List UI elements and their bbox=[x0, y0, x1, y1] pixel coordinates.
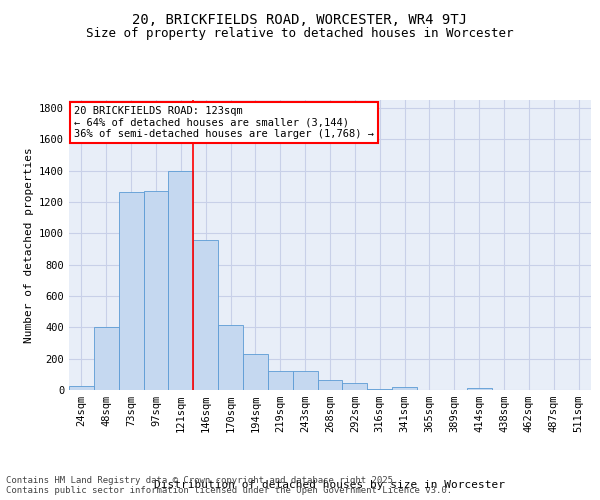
Bar bbox=[119, 192, 143, 390]
Text: 20, BRICKFIELDS ROAD, WORCESTER, WR4 9TJ: 20, BRICKFIELDS ROAD, WORCESTER, WR4 9TJ bbox=[133, 12, 467, 26]
Text: Distribution of detached houses by size in Worcester: Distribution of detached houses by size … bbox=[155, 480, 505, 490]
Bar bbox=[343, 384, 367, 390]
Text: Contains HM Land Registry data © Crown copyright and database right 2025.
Contai: Contains HM Land Registry data © Crown c… bbox=[6, 476, 452, 495]
Y-axis label: Number of detached properties: Number of detached properties bbox=[23, 147, 34, 343]
Bar bbox=[169, 170, 193, 390]
Bar bbox=[367, 389, 392, 390]
Bar bbox=[392, 387, 417, 390]
Bar bbox=[94, 328, 119, 390]
Text: Size of property relative to detached houses in Worcester: Size of property relative to detached ho… bbox=[86, 28, 514, 40]
Bar bbox=[317, 380, 343, 390]
Bar bbox=[218, 325, 243, 390]
Bar bbox=[293, 371, 317, 390]
Text: 20 BRICKFIELDS ROAD: 123sqm
← 64% of detached houses are smaller (3,144)
36% of : 20 BRICKFIELDS ROAD: 123sqm ← 64% of det… bbox=[74, 106, 374, 139]
Bar bbox=[268, 371, 293, 390]
Bar bbox=[143, 191, 169, 390]
Bar bbox=[69, 386, 94, 390]
Bar bbox=[243, 354, 268, 390]
Bar bbox=[193, 240, 218, 390]
Bar bbox=[467, 388, 491, 390]
